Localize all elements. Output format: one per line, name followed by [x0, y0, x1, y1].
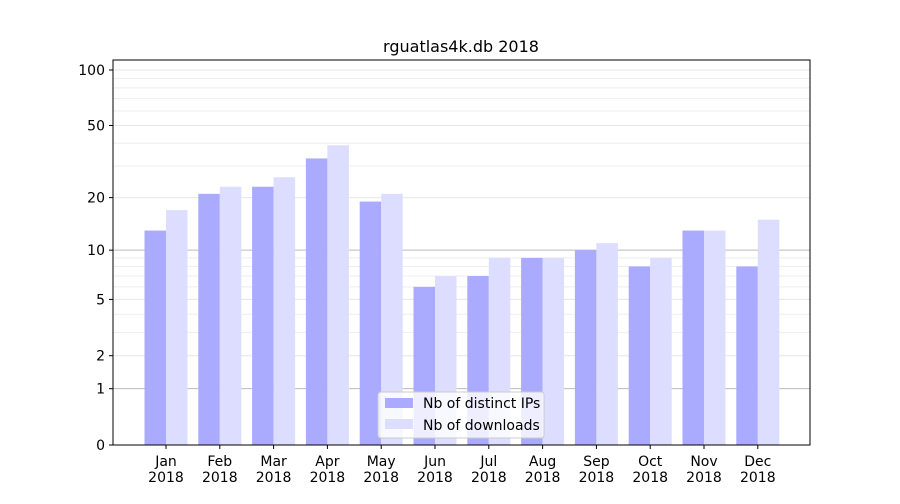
bar-downloads [166, 210, 188, 445]
x-tick-label: Mar 2018 [256, 454, 292, 486]
x-tick-label: Apr 2018 [310, 454, 346, 486]
legend-swatch-downloads [385, 419, 413, 429]
x-axis: Jan 2018 Feb 2018 Mar 2018 Apr 2018 May 2018 Jun 20… [148, 445, 776, 486]
y-tick-label: 20 [87, 191, 105, 207]
bar-downloads [704, 230, 726, 445]
y-tick-label: 5 [96, 292, 105, 308]
x-tick-label: Jul 2018 [471, 454, 507, 486]
bar-ips [144, 230, 166, 445]
legend: Nb of distinct IPs Nb of downloads [377, 391, 545, 439]
y-tick-label: 1 [96, 382, 105, 398]
bar-downloads [381, 193, 403, 445]
y-tick-label: 50 [87, 119, 105, 135]
bar-ips [198, 193, 220, 445]
x-tick-label: Dec 2018 [740, 454, 776, 486]
bar-ips [628, 266, 651, 445]
y-tick-label: 2 [96, 349, 105, 365]
x-tick-label: Aug 2018 [525, 454, 561, 486]
x-tick-label: Nov 2018 [686, 454, 722, 486]
bar-downloads [327, 145, 349, 445]
bar-ips [574, 250, 597, 445]
x-tick-label: Sep 2018 [579, 454, 615, 486]
x-tick-label: Jun 2018 [417, 454, 453, 486]
bar-ips [359, 201, 382, 445]
x-tick-label: Oct 2018 [632, 454, 668, 486]
y-axis: 0 1 2 5 10 20 50 100 [78, 63, 113, 454]
y-tick-label: 10 [87, 243, 105, 259]
bar-downloads [542, 257, 565, 445]
legend-label-ips: Nb of distinct IPs [423, 396, 540, 412]
bar-downloads [219, 186, 242, 445]
y-tick-label: 100 [78, 63, 105, 79]
y-tick-label: 0 [96, 438, 105, 454]
bar-downloads [596, 243, 618, 445]
bar-ips [736, 266, 758, 445]
bar-downloads [273, 177, 296, 445]
bar-ips [305, 158, 328, 445]
legend-swatch-ips [385, 398, 413, 408]
x-tick-label: Jan 2018 [148, 454, 184, 486]
legend-label-downloads: Nb of downloads [423, 418, 540, 434]
x-tick-label: May 2018 [363, 454, 399, 486]
chart-title: rguatlas4k.db 2018 [383, 37, 539, 56]
bar-downloads [650, 257, 672, 445]
bar-ips [682, 230, 704, 445]
x-tick-label: Feb 2018 [202, 454, 238, 486]
bar-ips [252, 186, 274, 445]
bar-downloads [757, 219, 780, 445]
axes-frame [112, 59, 811, 446]
